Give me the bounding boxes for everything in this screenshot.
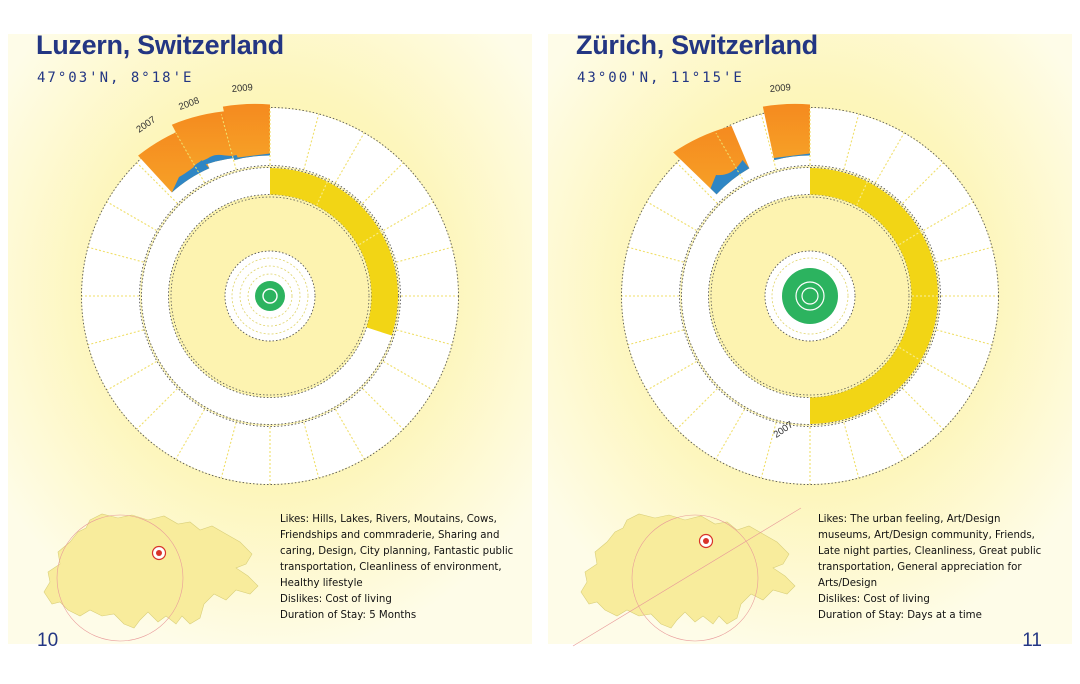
segment-2009: [762, 103, 810, 161]
page-luzern: 2007 2008 2009 Luzern, Switzerland 47°03…: [8, 30, 532, 651]
info-text: Likes: The urban feeling, Art/Design mus…: [818, 512, 1054, 624]
ring-spoke: [220, 422, 237, 478]
dislikes-text: Dislikes: Cost of living: [818, 594, 930, 605]
switzerland-map: [43, 513, 259, 642]
ring-spoke: [676, 162, 718, 204]
duration-text: Duration of Stay: Days at a time: [818, 610, 982, 621]
middle-ring-border: [141, 167, 399, 425]
middle-ring-border: [681, 167, 939, 425]
ring-spoke: [88, 246, 144, 263]
dislikes-text: Dislikes: Cost of living: [280, 594, 392, 605]
ring-spoke: [335, 132, 365, 183]
yellow-arc: [810, 168, 938, 424]
page-number: 11: [1022, 630, 1042, 651]
likes-text: Likes: Hills, Lakes, Rivers, Moutains, C…: [280, 514, 514, 589]
ring-spoke: [628, 329, 684, 346]
ring-spoke: [106, 361, 157, 391]
ring-spoke: [396, 246, 452, 263]
ring-spoke: [303, 422, 320, 478]
ring-spoke: [175, 409, 205, 460]
yellow-arc: [270, 168, 399, 336]
outer-ring-border: [81, 107, 459, 485]
ring-spoke: [923, 201, 974, 231]
likes-text: Likes: The urban feeling, Art/Design mus…: [818, 514, 1042, 589]
year-label-2009: 2009: [231, 82, 253, 95]
coordinates: 43°00'N, 11°15'E: [577, 70, 744, 86]
fill-2009: [234, 153, 270, 161]
ring-spoke: [106, 201, 157, 231]
ring-spoke: [335, 409, 365, 460]
outer-ring-inner-border: [139, 165, 401, 427]
ring-spoke: [843, 114, 860, 170]
ring-spoke: [136, 162, 178, 204]
year-label-2008: 2008: [177, 95, 201, 113]
segment-2009: [222, 103, 270, 161]
ring-spoke: [843, 422, 860, 478]
fill-2007: [710, 160, 750, 195]
page-zurich: 2007 2009 Zürich, Switzerland 43°00'N, 1…: [540, 0, 1080, 684]
switzerland-map: [572, 507, 802, 647]
ring-spoke: [303, 114, 320, 170]
ring-spoke: [646, 201, 697, 231]
ring-spoke: [875, 409, 905, 460]
ring-spoke: [923, 361, 974, 391]
ring-spoke: [902, 388, 944, 430]
ring-spoke: [362, 162, 404, 204]
ring-spoke: [175, 132, 205, 183]
fill-2007: [171, 160, 210, 193]
green-center: [255, 281, 285, 311]
info-text: Likes: Hills, Lakes, Rivers, Moutains, C…: [280, 512, 516, 624]
ring-spoke: [646, 361, 697, 391]
ring-spoke: [760, 422, 777, 478]
ring-spoke: [936, 246, 992, 263]
year-label-2009: 2009: [769, 82, 791, 95]
page-number: 10: [37, 630, 59, 651]
ring-spoke: [676, 388, 718, 430]
outer-ring-inner-border: [679, 165, 941, 427]
ring-spoke: [902, 162, 944, 204]
ring-spoke: [715, 409, 745, 460]
ring-spoke: [383, 361, 434, 391]
page-title: Luzern, Switzerland: [36, 30, 284, 60]
outer-ring-border: [621, 107, 999, 485]
outer-ring-spokes: [82, 108, 458, 484]
ring-spoke: [383, 201, 434, 231]
year-label-2007: 2007: [134, 114, 158, 135]
duration-text: Duration of Stay: 5 Months: [280, 610, 417, 621]
ring-spoke: [136, 388, 178, 430]
ring-spoke: [628, 246, 684, 263]
fill-2009: [774, 153, 810, 161]
coordinates: 47°03'N, 8°18'E: [37, 70, 194, 86]
ring-spoke: [760, 114, 777, 170]
ring-spoke: [396, 329, 452, 346]
radial-chart-luzern: 2007 2008 2009: [43, 82, 459, 642]
ring-spoke: [875, 132, 905, 183]
ring-spoke: [88, 329, 144, 346]
ring-spoke: [362, 388, 404, 430]
ring-spoke: [715, 132, 745, 183]
radial-chart-zurich: 2007 2009: [572, 82, 999, 647]
ring-spoke: [936, 329, 992, 346]
outer-ring-spokes: [622, 108, 998, 484]
fill-2008: [193, 154, 238, 169]
page-title: Zürich, Switzerland: [576, 30, 818, 60]
ring-spoke: [220, 114, 237, 170]
green-center: [782, 268, 838, 324]
